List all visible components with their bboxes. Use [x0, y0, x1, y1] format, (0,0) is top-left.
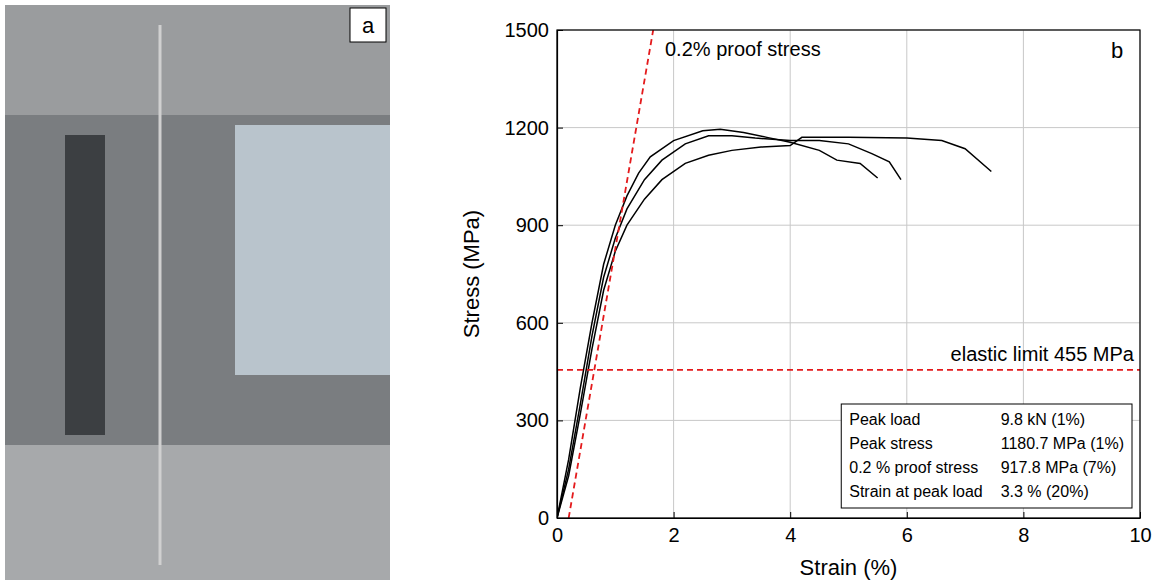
grid-line-y	[557, 322, 1140, 323]
y-tick-mark	[557, 420, 563, 421]
y-tick: 600	[516, 312, 563, 334]
summary-label: 0.2 % proof stress	[849, 459, 978, 476]
summary-label: Peak stress	[849, 435, 933, 452]
x-axis-title: Strain (%)	[800, 555, 898, 580]
y-tick: 1500	[505, 19, 564, 41]
y-axis-line	[557, 31, 558, 519]
x-tick: 10	[1129, 512, 1151, 546]
summary-value: 917.8 MPa (7%)	[1001, 459, 1117, 476]
stress-strain-curve	[557, 137, 991, 518]
series-group	[557, 30, 1140, 518]
panel-label-box	[350, 8, 386, 42]
x-tick-mark	[907, 512, 908, 518]
summary-label: Peak load	[849, 411, 920, 428]
panel-label-box	[1100, 34, 1134, 66]
x-tick: 2	[669, 512, 680, 546]
y-tick: 300	[516, 409, 563, 431]
x-tick-mark	[1023, 512, 1024, 518]
y-tick-mark	[557, 225, 563, 226]
annotations: 0.2% proof stress elastic limit 455 MPa	[665, 38, 1135, 365]
grid-line-y	[557, 127, 1140, 128]
x-tick-label: 10	[1129, 524, 1151, 546]
grid-line-x	[790, 30, 791, 518]
chart-panel: 0 2 4 6 8 10 0 300 600 900 1200 1500 Strain (%) Stres…	[459, 19, 1152, 580]
x-tick-label: 6	[902, 524, 913, 546]
summary-value: 3.3 % (20%)	[1001, 483, 1089, 500]
y-tick-mark	[557, 30, 563, 31]
grid-line-x	[673, 30, 674, 518]
photo-column	[65, 135, 105, 435]
stress-strain-curve	[557, 129, 878, 518]
annotation: 0.2% proof stress	[665, 38, 821, 60]
x-tick-mark	[674, 512, 675, 518]
x-tick-label: 2	[669, 524, 680, 546]
x-tick: 8	[1018, 512, 1029, 546]
photo-background	[5, 5, 390, 580]
summary-label: Strain at peak load	[849, 483, 982, 500]
panel-label: a	[362, 13, 375, 38]
x-tick: 6	[902, 512, 913, 546]
y-axis-title: Stress (MPa)	[459, 210, 484, 338]
x-tick-label: 8	[1018, 524, 1029, 546]
photo-window	[235, 125, 390, 375]
panel-label: b	[1111, 38, 1123, 63]
x-axis: 0 2 4 6 8 10	[552, 512, 1152, 546]
figure: a 0 2 4 6 8 10 0 300 600 900 1200 1500 Strain (%) Stre…	[0, 0, 1153, 585]
y-tick-label: 600	[516, 312, 549, 334]
y-tick-mark	[557, 323, 563, 324]
y-tick: 0	[538, 507, 563, 529]
y-tick-label: 0	[538, 507, 549, 529]
y-tick-label: 1500	[505, 19, 550, 41]
summary-table: Peak load 9.8 kN (1%) Peak stress 1180.7 MP…	[841, 404, 1132, 508]
x-tick: 4	[785, 512, 796, 546]
x-tick-label: 0	[552, 524, 563, 546]
annotation: elastic limit 455 MPa	[951, 343, 1135, 365]
plot-frame	[557, 30, 1140, 518]
y-tick: 1200	[505, 117, 564, 139]
y-axis: 0 300 600 900 1200 1500	[505, 19, 564, 529]
reference-line	[557, 369, 1140, 371]
x-tick-mark	[790, 512, 791, 518]
y-tick-label: 900	[516, 214, 549, 236]
photo-crosshead	[5, 5, 390, 115]
reference-line	[569, 30, 654, 518]
y-tick-mark	[557, 128, 563, 129]
y-tick-label: 1200	[505, 117, 550, 139]
grid-line-y	[557, 225, 1140, 226]
x-tick-label: 4	[785, 524, 796, 546]
y-tick-label: 300	[516, 409, 549, 431]
photo-specimen	[159, 25, 162, 565]
x-tick-mark	[1140, 512, 1141, 518]
photo-panel: a	[5, 5, 390, 580]
plot-background	[557, 30, 1140, 518]
y-tick-mark	[557, 518, 563, 519]
photo-lower-grip	[5, 445, 390, 580]
y-tick: 900	[516, 214, 563, 236]
summary-value: 9.8 kN (1%)	[1001, 411, 1085, 428]
x-axis-line	[558, 518, 1141, 519]
grid	[557, 30, 1140, 518]
summary-table-box	[841, 404, 1132, 508]
summary-value: 1180.7 MPa (1%)	[1001, 435, 1124, 452]
